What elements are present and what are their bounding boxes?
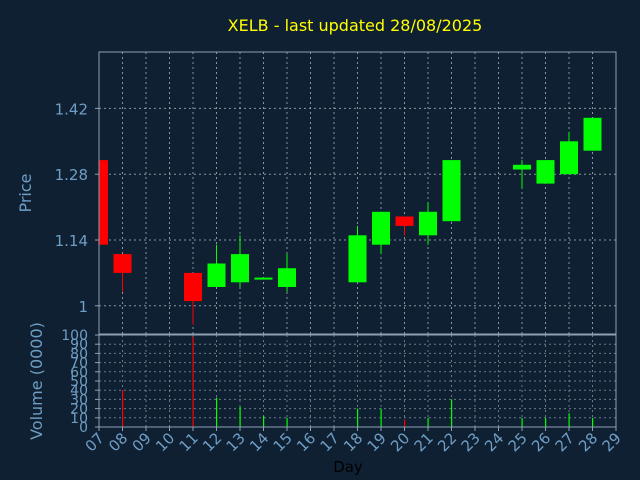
volume-bar-26 <box>545 417 547 427</box>
candle-body <box>536 160 555 184</box>
volume-bar-22 <box>451 399 453 427</box>
price-y-tick-label: 1 <box>78 298 88 316</box>
candle-25 <box>513 160 531 189</box>
volume-bar-12 <box>216 397 218 427</box>
volume-bar-25 <box>521 417 523 427</box>
candle-body <box>513 164 531 170</box>
volume-bar-27 <box>568 413 570 427</box>
volume-bar-21 <box>427 417 429 427</box>
candle-body <box>254 277 273 280</box>
volume-y-tick-label: 80 <box>70 346 88 362</box>
volume-bar-15 <box>286 417 288 427</box>
candle-body <box>395 216 414 226</box>
price-y-ticks: 1 1.14 1.28 1.42 <box>55 100 99 316</box>
volume-bar-11 <box>192 336 194 427</box>
candle-15 <box>278 254 296 292</box>
candle-20 <box>395 216 414 236</box>
volume-bar-18 <box>357 408 359 427</box>
volume-bar-14 <box>263 415 265 427</box>
day-axis-label: Day <box>333 458 363 476</box>
candle-body <box>419 211 437 236</box>
candle-19 <box>372 211 390 255</box>
price-candles <box>98 117 602 325</box>
volume-y-tick-label: 50 <box>70 374 88 390</box>
volume-y-tick-label: 0 <box>79 420 88 436</box>
price-plot-frame <box>98 51 617 335</box>
candle-body <box>184 272 202 302</box>
candle-11 <box>184 272 202 325</box>
volume-y-tick-label: 60 <box>70 365 88 381</box>
candle-26 <box>536 160 555 184</box>
volume-bar-13 <box>239 406 241 427</box>
candle-body <box>372 211 390 245</box>
volume-y-tick-label: 40 <box>70 383 88 399</box>
volume-bar-08 <box>122 390 124 427</box>
volume-bar-20 <box>404 419 406 427</box>
candle-body <box>442 160 461 222</box>
volume-y-tick-label: 20 <box>70 402 88 418</box>
candle-12 <box>207 244 226 287</box>
candle-body <box>231 254 249 283</box>
chart-title: XELB - last updated 28/08/2025 <box>228 16 483 35</box>
candle-body <box>560 141 578 175</box>
price-y-tick-label: 1.28 <box>55 166 88 184</box>
candle-body <box>348 235 367 283</box>
candle-18 <box>348 225 367 283</box>
volume-y-tick-label: 90 <box>70 337 88 353</box>
candle-07 <box>98 160 108 245</box>
price-y-tick-label: 1.14 <box>55 232 88 250</box>
volume-grid <box>99 335 616 427</box>
day-axis-ticks: 0708091011121314151617181920212223242526… <box>82 427 625 455</box>
candle-body <box>99 160 108 245</box>
volume-y-tick-label: 100 <box>61 328 88 344</box>
price-axis-label: Price <box>16 173 35 212</box>
candle-body <box>583 117 602 151</box>
candle-body <box>207 263 226 287</box>
volume-bars <box>122 336 594 427</box>
candle-body <box>113 254 132 273</box>
volume-bar-19 <box>380 408 382 427</box>
candle-28 <box>583 117 602 151</box>
candle-27 <box>560 131 578 175</box>
candle-22 <box>442 160 461 222</box>
volume-y-tick-label: 10 <box>70 411 88 427</box>
price-y-tick-label: 1.42 <box>55 100 88 118</box>
price-panel: 1 1.14 1.28 1.42 Price <box>16 51 617 335</box>
candle-13 <box>231 235 249 287</box>
volume-bar-28 <box>592 417 594 427</box>
candle-body <box>278 268 296 287</box>
candle-08 <box>113 254 132 292</box>
volume-y-tick-label: 70 <box>70 356 88 372</box>
candle-14 <box>254 277 273 280</box>
volume-y-tick-label: 30 <box>70 392 88 408</box>
volume-axis-label: Volume (0000) <box>27 322 46 440</box>
candle-21 <box>419 202 437 245</box>
